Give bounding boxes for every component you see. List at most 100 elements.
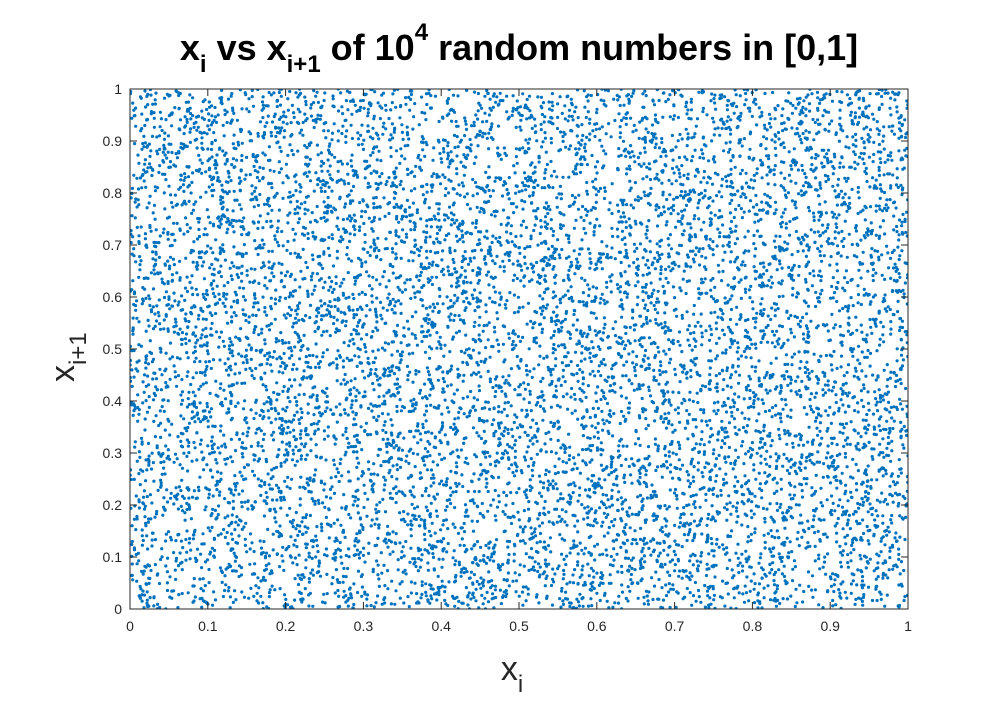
scatter-point: [566, 351, 570, 355]
scatter-point: [631, 316, 635, 320]
scatter-point: [846, 329, 851, 333]
scatter-point: [718, 231, 722, 235]
scatter-point: [491, 259, 495, 263]
scatter-point: [654, 204, 658, 208]
scatter-point: [422, 230, 426, 234]
scatter-point: [299, 457, 303, 461]
scatter-point: [430, 263, 434, 267]
scatter-point: [622, 414, 626, 418]
scatter-point: [397, 235, 401, 239]
scatter-point: [725, 179, 729, 183]
scatter-point: [609, 135, 613, 139]
scatter-point: [824, 409, 828, 413]
scatter-point: [775, 501, 779, 506]
scatter-point: [233, 474, 237, 478]
scatter-point: [212, 131, 216, 135]
scatter-point: [285, 122, 289, 126]
scatter-point: [772, 239, 777, 243]
scatter-point: [645, 228, 649, 232]
scatter-point: [831, 276, 835, 280]
scatter-point: [312, 189, 316, 193]
scatter-point: [888, 556, 892, 560]
scatter-point: [189, 517, 193, 521]
scatter-point: [581, 300, 585, 304]
scatter-point: [407, 137, 411, 141]
scatter-point: [692, 519, 697, 523]
scatter-point: [891, 266, 896, 270]
scatter-point: [747, 288, 751, 292]
scatter-point: [835, 366, 839, 370]
scatter-point: [544, 450, 548, 454]
scatter-point: [723, 436, 727, 440]
scatter-point: [834, 478, 838, 482]
scatter-point: [654, 318, 658, 322]
scatter-point: [334, 556, 338, 560]
scatter-point: [779, 225, 784, 229]
scatter-point: [582, 146, 587, 150]
scatter-point: [502, 265, 506, 269]
scatter-point: [895, 359, 899, 363]
scatter-point: [862, 386, 866, 390]
scatter-point: [806, 368, 810, 372]
scatter-point: [274, 483, 279, 487]
scatter-point: [275, 398, 279, 402]
scatter-point: [427, 373, 431, 377]
scatter-point: [766, 314, 770, 318]
scatter-point: [638, 537, 643, 542]
scatter-point: [294, 309, 298, 313]
scatter-point: [561, 497, 565, 501]
scatter-point: [905, 210, 908, 214]
chart-title: xi vs xi+1 of 104 random numbers in [0,1…: [180, 19, 858, 78]
scatter-point: [232, 189, 236, 193]
scatter-point: [409, 399, 413, 403]
scatter-point: [165, 488, 169, 492]
scatter-point: [652, 584, 657, 588]
scatter-point: [641, 410, 645, 414]
scatter-point: [746, 535, 751, 539]
scatter-point: [532, 228, 536, 233]
scatter-point: [471, 177, 475, 182]
scatter-point: [835, 89, 839, 94]
scatter-point: [901, 186, 905, 190]
scatter-point: [160, 472, 164, 476]
scatter-point: [449, 452, 453, 456]
scatter-point: [513, 388, 517, 392]
scatter-point: [390, 423, 394, 427]
scatter-point: [330, 582, 334, 586]
scatter-point: [687, 412, 691, 416]
scatter-point: [579, 215, 583, 219]
scatter-point: [382, 394, 386, 398]
scatter-point: [488, 454, 492, 458]
scatter-point: [219, 424, 223, 428]
scatter-point: [729, 385, 733, 389]
scatter-point: [574, 147, 578, 151]
scatter-point: [477, 384, 481, 388]
scatter-point: [319, 186, 323, 190]
scatter-point: [585, 163, 590, 167]
scatter-point: [593, 224, 597, 228]
scatter-point: [890, 513, 894, 518]
scatter-point: [714, 321, 718, 325]
scatter-point: [861, 503, 865, 507]
scatter-point: [356, 131, 360, 135]
scatter-point: [273, 302, 277, 306]
scatter-point: [272, 390, 276, 395]
scatter-point: [839, 606, 843, 609]
scatter-point: [735, 322, 739, 326]
scatter-point: [195, 458, 199, 462]
scatter-point: [816, 381, 820, 385]
scatter-point: [426, 450, 430, 454]
scatter-point: [636, 596, 640, 600]
scatter-point: [589, 597, 593, 601]
scatter-point: [891, 312, 895, 317]
scatter-point: [872, 140, 876, 144]
scatter-point: [799, 483, 804, 487]
scatter-point: [715, 382, 719, 386]
scatter-point: [142, 569, 146, 573]
scatter-point: [409, 527, 413, 531]
scatter-point: [522, 509, 527, 513]
scatter-point: [511, 262, 515, 266]
scatter-point: [208, 266, 212, 270]
scatter-point: [455, 299, 459, 303]
scatter-point: [342, 493, 346, 497]
